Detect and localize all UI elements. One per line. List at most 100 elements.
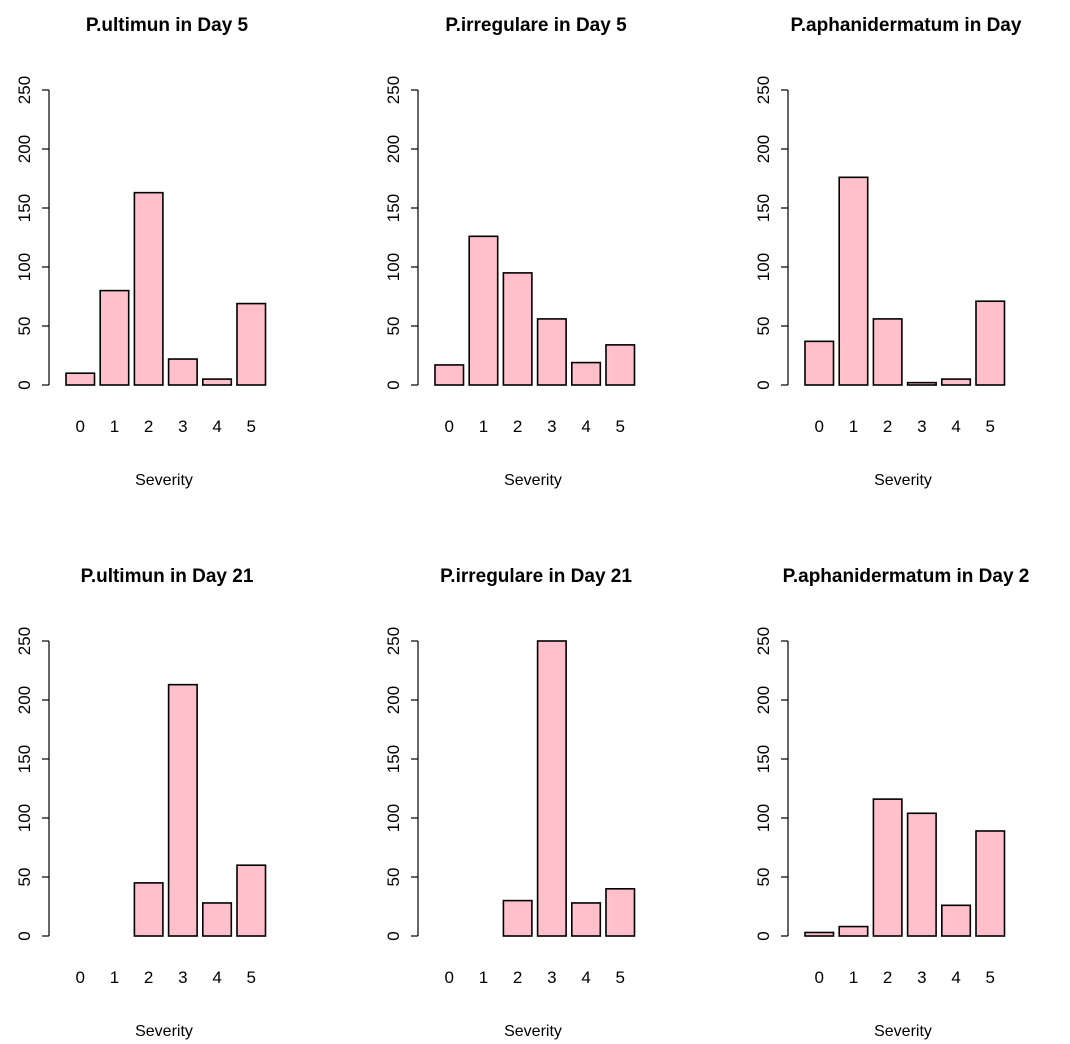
y-tick-label: 200: [754, 135, 773, 163]
y-tick-label: 150: [384, 745, 403, 773]
x-tick-label: 1: [479, 417, 488, 436]
y-tick-label: 200: [754, 686, 773, 714]
x-tick-label: 2: [144, 968, 153, 987]
chart-title: P.irregulare in Day 5: [445, 15, 627, 36]
x-tick-label: 1: [849, 968, 858, 987]
bar: [167, 358, 198, 386]
y-tick-label: 0: [754, 380, 773, 389]
x-tick-label: 1: [110, 417, 119, 436]
bar: [536, 640, 567, 937]
x-tick-label: 4: [581, 417, 590, 436]
bar: [571, 361, 602, 386]
x-tick-label: 0: [445, 968, 454, 987]
bar: [468, 235, 499, 386]
x-tick-label: 2: [883, 968, 892, 987]
y-tick-label: 100: [15, 253, 34, 281]
x-tick-label: 1: [849, 417, 858, 436]
chart-title: P.ultimun in Day 5: [86, 15, 249, 36]
bar: [804, 931, 835, 937]
x-tick-label: 5: [247, 968, 256, 987]
bar: [872, 318, 903, 386]
y-tick-label: 200: [15, 135, 34, 163]
y-tick-label: 200: [384, 135, 403, 163]
bar: [605, 887, 636, 937]
bar: [804, 340, 835, 386]
bar: [571, 902, 602, 937]
x-tick-label: 3: [547, 417, 556, 436]
x-tick-label: 0: [445, 417, 454, 436]
x-tick-label: 0: [76, 417, 85, 436]
y-tick-label: 250: [384, 76, 403, 104]
y-tick-label: 0: [15, 931, 34, 940]
bar: [605, 344, 636, 386]
y-tick-label: 50: [15, 868, 34, 887]
x-tick-label: 3: [178, 417, 187, 436]
chart-title: P.ultimun in Day 21: [81, 566, 254, 587]
x-axis-title: Severity: [874, 472, 932, 489]
y-tick-label: 250: [754, 76, 773, 104]
bar: [906, 381, 937, 386]
x-tick-label: 4: [212, 417, 221, 436]
x-axis-title: Severity: [135, 472, 193, 489]
bar: [941, 904, 972, 937]
bar: [133, 191, 164, 386]
x-tick-label: 4: [581, 968, 590, 987]
bar: [838, 925, 869, 937]
chart-panel: P.ultimun in Day 5 0 50 100 150 200 250 0 1 2 3 4 5 S…: [15, 15, 267, 489]
y-tick-label: 100: [384, 253, 403, 281]
bar: [975, 300, 1006, 386]
x-tick-label: 5: [616, 968, 625, 987]
x-tick-label: 4: [951, 968, 960, 987]
chart-panel: P.irregulare in Day 5 0 50 100 150 200 250 0 1 2 3…: [384, 15, 636, 489]
x-tick-label: 3: [178, 968, 187, 987]
chart-panel: P.ultimun in Day 21 0 50 100 150 200 250 0 1 2 3 4 5…: [15, 566, 267, 1040]
x-tick-label: 2: [883, 417, 892, 436]
x-axis-title: Severity: [504, 472, 562, 489]
y-tick-label: 250: [754, 627, 773, 655]
x-tick-label: 1: [110, 968, 119, 987]
y-tick-label: 250: [15, 76, 34, 104]
y-tick-label: 250: [15, 627, 34, 655]
bar: [941, 378, 972, 386]
bar: [536, 318, 567, 386]
x-tick-label: 0: [815, 968, 824, 987]
x-axis-title: Severity: [504, 1023, 562, 1040]
x-tick-label: 5: [616, 417, 625, 436]
y-tick-label: 250: [384, 627, 403, 655]
bar: [975, 830, 1006, 937]
x-tick-label: 2: [513, 968, 522, 987]
bar: [502, 899, 533, 937]
y-tick-label: 50: [15, 317, 34, 336]
x-tick-label: 3: [547, 968, 556, 987]
bar: [434, 364, 465, 386]
bar: [906, 812, 937, 937]
bar: [202, 378, 233, 386]
x-tick-label: 5: [986, 417, 995, 436]
y-tick-label: 100: [384, 804, 403, 832]
x-tick-label: 1: [479, 968, 488, 987]
y-tick-label: 150: [15, 745, 34, 773]
x-tick-label: 5: [247, 417, 256, 436]
x-tick-label: 4: [212, 968, 221, 987]
y-tick-label: 0: [384, 931, 403, 940]
y-tick-label: 50: [754, 868, 773, 887]
y-tick-label: 100: [15, 804, 34, 832]
x-tick-label: 2: [144, 417, 153, 436]
y-tick-label: 0: [754, 931, 773, 940]
chart-panel: P.irregulare in Day 21 0 50 100 150 200 250 0 1 2…: [384, 566, 636, 1040]
chart-panel: P.aphanidermatum in Day 2050100150200250…: [754, 566, 1029, 1040]
bar: [167, 683, 198, 937]
y-tick-label: 50: [754, 317, 773, 336]
x-axis-title: Severity: [874, 1023, 932, 1040]
chart-title: P.aphanidermatum in Day 2: [783, 566, 1030, 587]
y-tick-label: 150: [384, 194, 403, 222]
chart-title: P.irregulare in Day 21: [440, 566, 632, 587]
x-tick-label: 3: [917, 968, 926, 987]
y-tick-label: 0: [384, 380, 403, 389]
y-tick-label: 200: [384, 686, 403, 714]
bar: [838, 176, 869, 386]
x-tick-label: 4: [951, 417, 960, 436]
y-tick-label: 50: [384, 868, 403, 887]
bar: [872, 798, 903, 937]
